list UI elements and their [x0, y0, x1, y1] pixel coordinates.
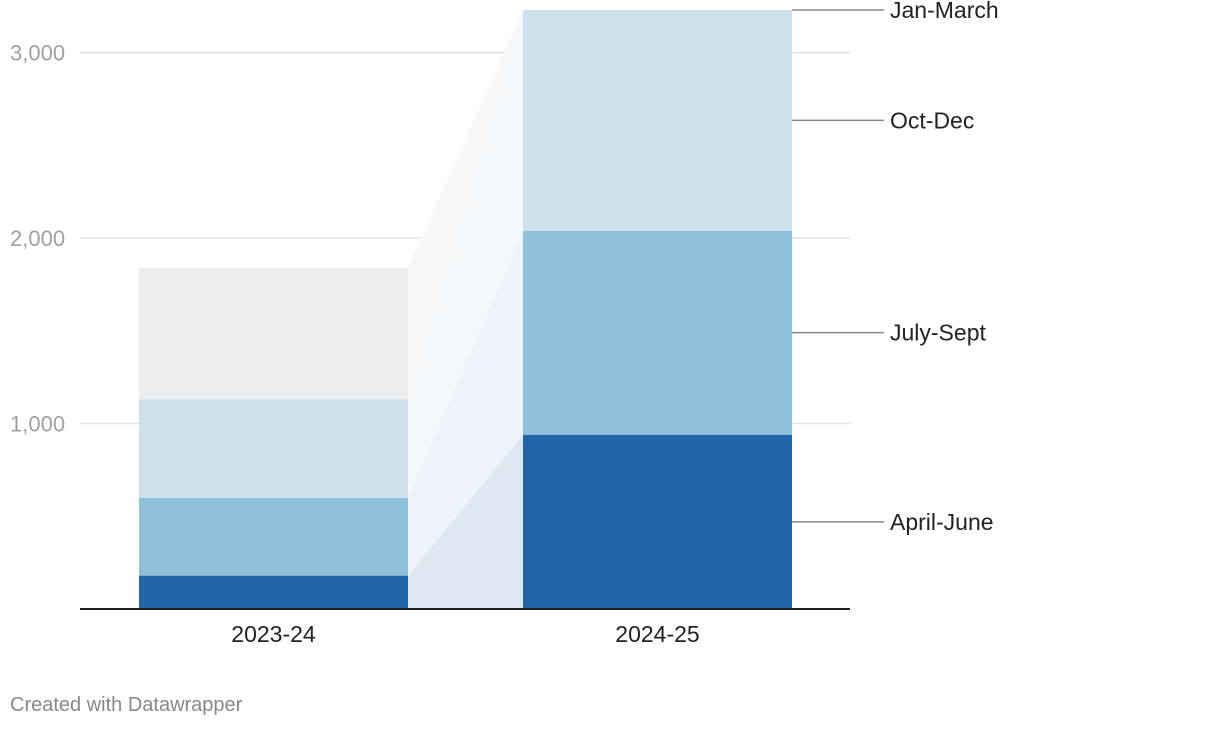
- connector-ribbon: [408, 434, 523, 609]
- bar-segment: [139, 575, 408, 609]
- bar-segment: [139, 399, 408, 498]
- bar-segment: [139, 497, 408, 576]
- x-tick-label: 2023-24: [231, 621, 316, 647]
- bar-segment: [523, 230, 792, 435]
- bar-segment: [523, 10, 792, 231]
- legend: April-June July-Sept Oct-Dec Jan-March: [792, 0, 999, 535]
- bar-segment: [139, 267, 408, 400]
- y-tick-label: 2,000: [10, 226, 65, 251]
- credit-text: Created with Datawrapper: [10, 694, 243, 716]
- legend-label: Oct-Dec: [890, 107, 974, 133]
- connector-ribbon: [408, 10, 523, 400]
- stacked-bar-chart: 1,000 2,000 3,000 2023-24 2024-25 April-Jun…: [10, 0, 999, 647]
- legend-label: Jan-March: [890, 0, 999, 23]
- axes: 2023-24 2024-25: [80, 608, 850, 647]
- y-tick-label: 3,000: [10, 41, 65, 66]
- connector-ribbon: [408, 10, 523, 498]
- bar-segment: [523, 434, 792, 609]
- legend-label: April-June: [890, 509, 994, 535]
- y-tick-label: 1,000: [10, 412, 65, 437]
- legend-label: July-Sept: [890, 320, 986, 346]
- connector-ribbon: [408, 230, 523, 576]
- bars: [139, 10, 792, 609]
- connector-ribbons: [408, 10, 523, 609]
- x-tick-label: 2024-25: [615, 621, 699, 647]
